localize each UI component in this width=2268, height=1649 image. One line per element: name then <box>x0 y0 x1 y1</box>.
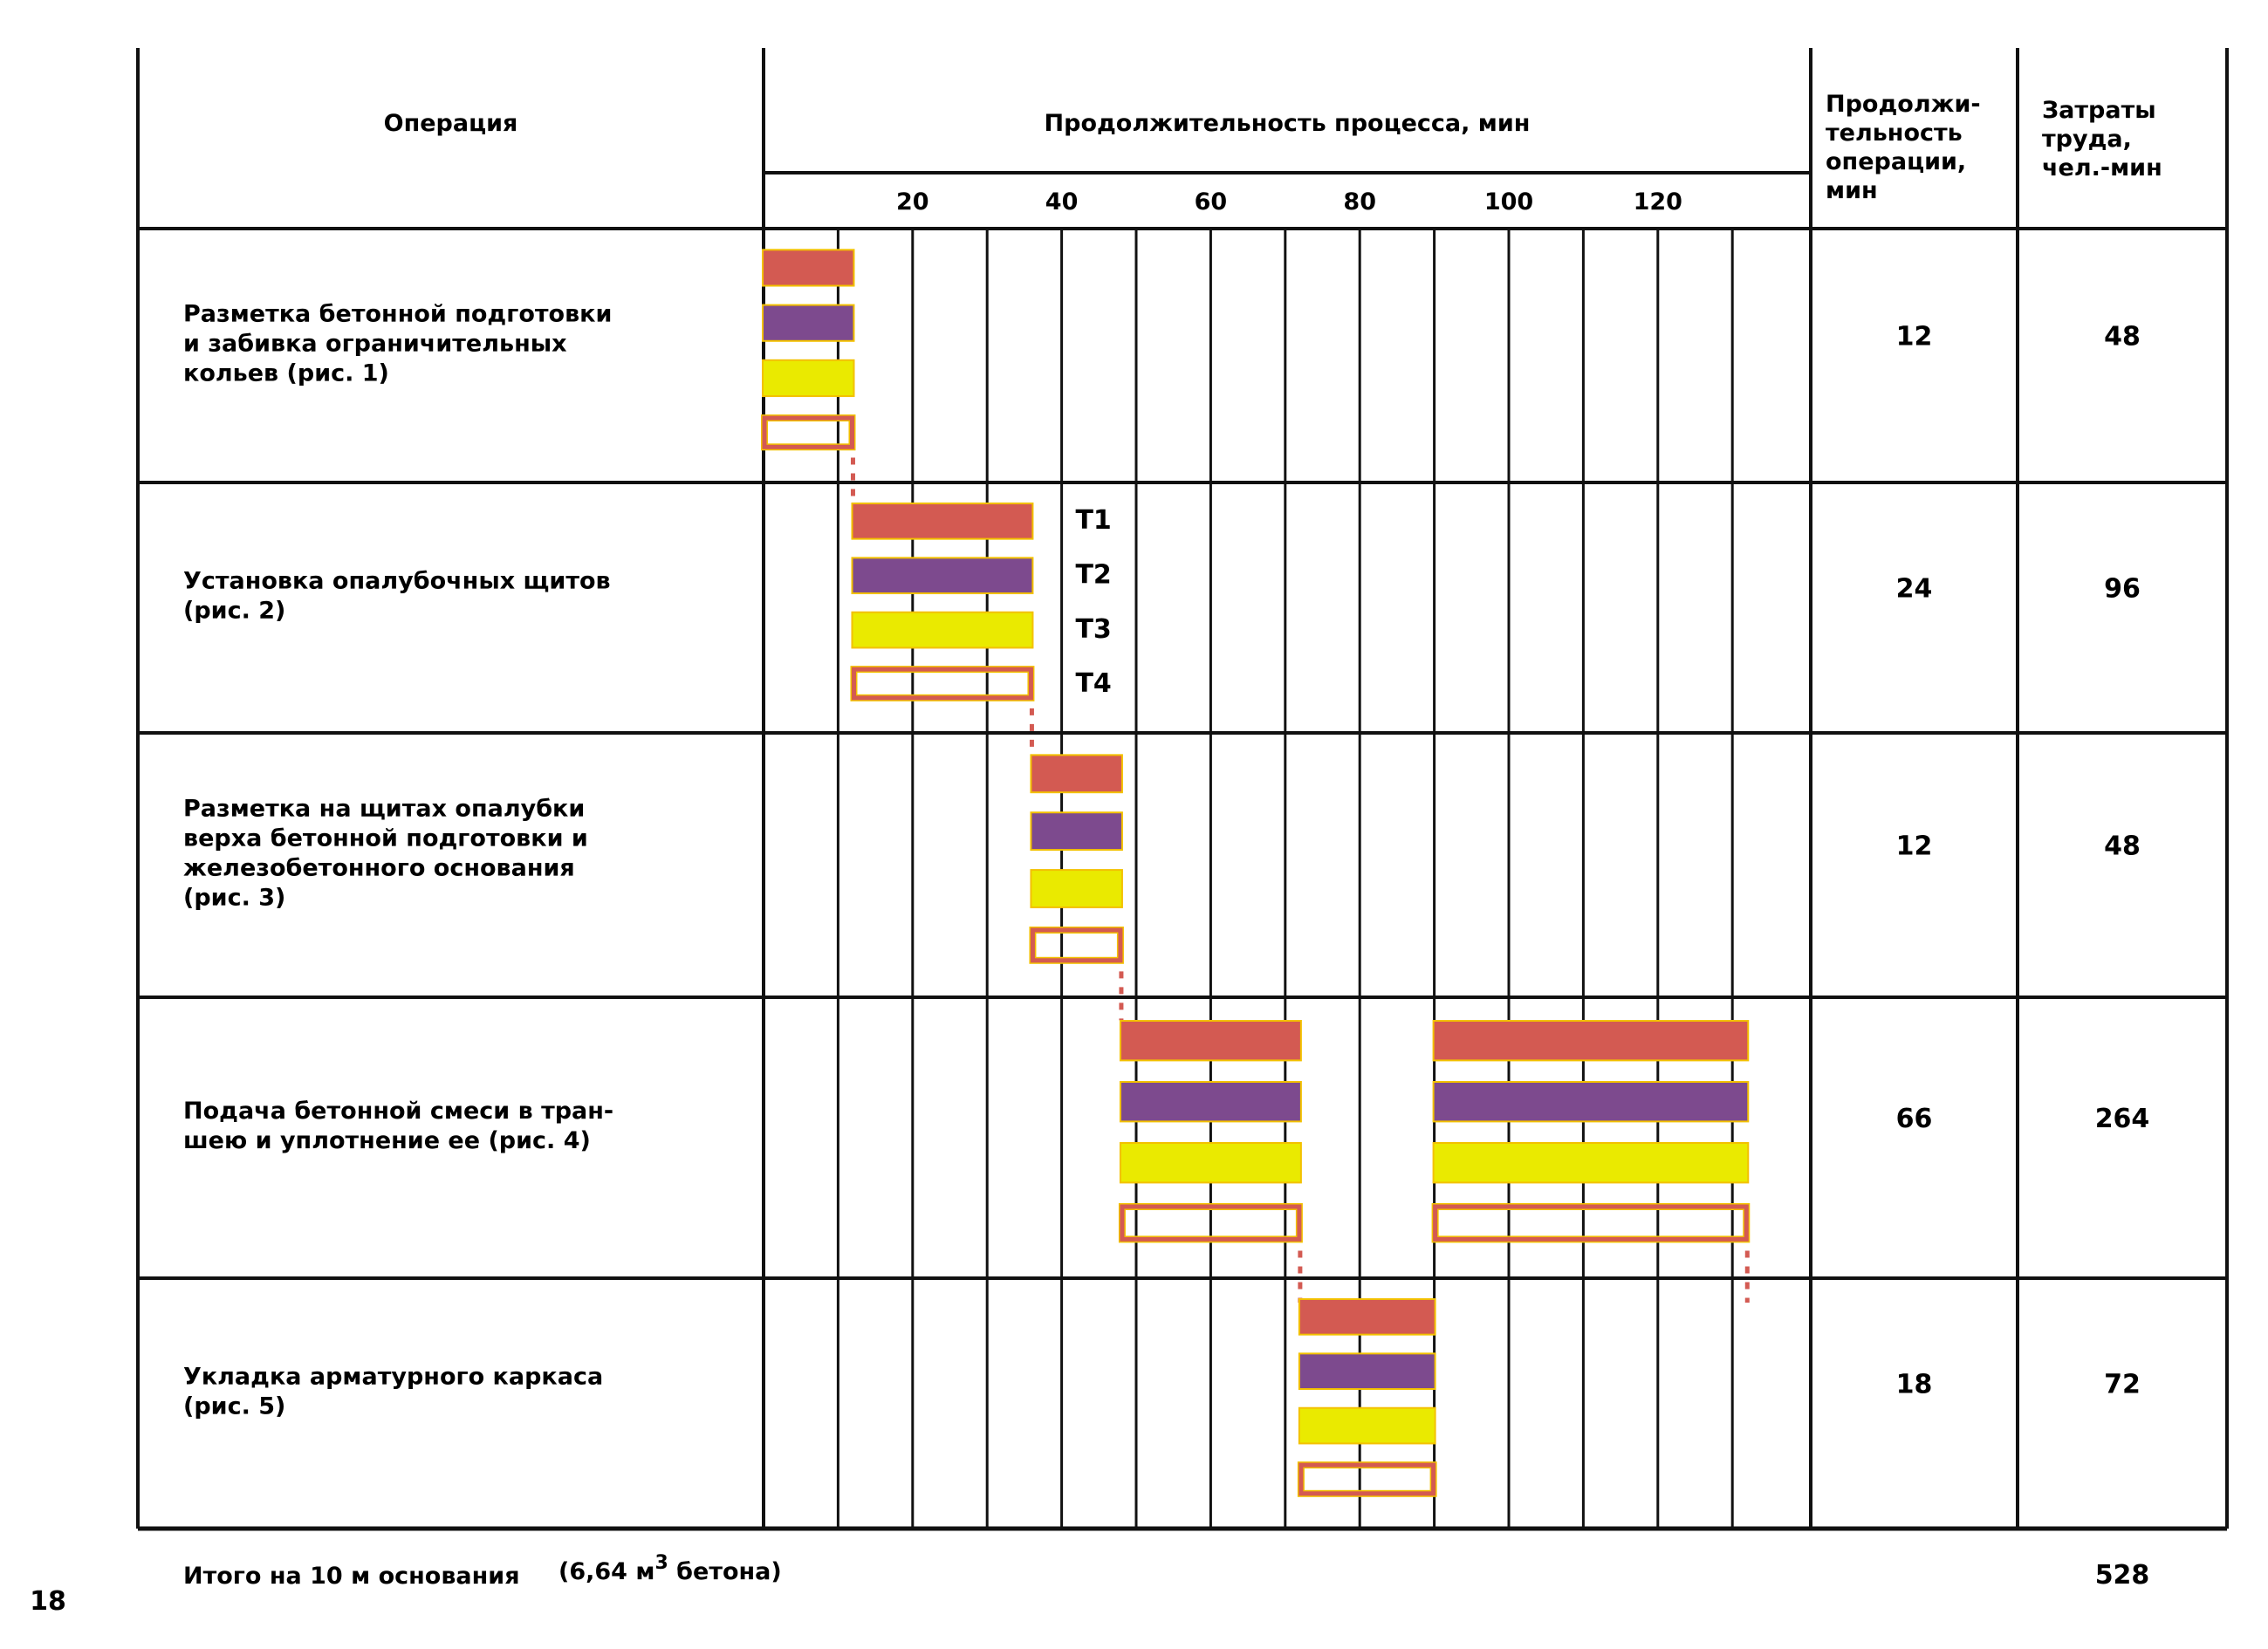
labor-value: 264 <box>2095 1104 2150 1134</box>
labor-value: 48 <box>2104 831 2141 862</box>
operation-name: шею и уплотнение ее (рис. 4) <box>183 1127 591 1154</box>
header-labor: труда, <box>2042 126 2132 153</box>
bar-t4 <box>1298 1462 1436 1496</box>
duration-value: 24 <box>1896 574 1933 605</box>
total-label: Итого на 10 м основания <box>183 1563 520 1590</box>
bar-t4-glow <box>1029 926 1124 964</box>
duration-value: 12 <box>1896 831 1933 862</box>
duration-value: 66 <box>1896 1104 1933 1134</box>
bar-t2 <box>1031 813 1121 850</box>
header-duration-op: тельность <box>1826 120 1963 147</box>
bar-t4-glow <box>1297 1461 1437 1497</box>
bar-t1 <box>1299 1299 1435 1334</box>
labor-value: 72 <box>2104 1370 2141 1400</box>
header-duration-op: операции, <box>1826 148 1966 175</box>
operation-name: Разметка на щитах опалубки <box>183 796 585 823</box>
labor-value: 48 <box>2104 322 2141 352</box>
x-tick-label: 120 <box>1634 188 1682 216</box>
operation-name: верха бетонной подготовки и <box>183 825 588 852</box>
table-frame <box>136 48 2229 1531</box>
bar-t2 <box>1299 1354 1435 1389</box>
bar-t3 <box>1299 1408 1435 1443</box>
operation-name: (рис. 2) <box>183 598 285 625</box>
operation-name: кольев (рис. 1) <box>183 360 389 387</box>
header-duration-op: Продолжи- <box>1826 91 1981 118</box>
crew-label-t1: T1 <box>1075 505 1111 536</box>
x-tick-label: 40 <box>1045 188 1079 216</box>
operation-name: Укладка арматурного каркаса <box>183 1364 603 1391</box>
duration-value: 18 <box>1896 1370 1933 1400</box>
bar-t3 <box>1434 1144 1748 1182</box>
bar-t1 <box>1434 1022 1748 1060</box>
bar-t4-glow <box>850 666 1035 701</box>
bar-t1 <box>853 503 1032 538</box>
page-number: 18 <box>30 1586 66 1617</box>
header-labor: Затраты <box>2042 97 2156 124</box>
table-text: Операция Продолжительность процесса, мин П… <box>30 91 2162 1617</box>
x-tick-label: 20 <box>896 188 929 216</box>
bar-t4 <box>762 415 854 449</box>
bar-t4 <box>1030 927 1123 963</box>
total-labor-value: 528 <box>2095 1560 2150 1591</box>
gantt-bars <box>761 249 1751 1497</box>
operation-name: Установка опалубочных щитов <box>183 568 611 595</box>
bar-t2 <box>1120 1083 1300 1121</box>
bar-t2 <box>764 305 853 340</box>
total-note: (6,64 м3 бетона) <box>558 1552 782 1585</box>
crew-label-t4: T4 <box>1075 668 1111 699</box>
bar-t2 <box>853 558 1032 593</box>
bar-t4-glow <box>1431 1203 1751 1243</box>
duration-value: 12 <box>1896 322 1933 352</box>
operation-name: и забивка ограничительных <box>183 331 567 358</box>
bar-t4 <box>1433 1204 1749 1242</box>
grid-lines <box>836 229 1734 1529</box>
header-duration-process: Продолжительность процесса, мин <box>1045 110 1531 137</box>
crew-label-t3: T3 <box>1075 614 1111 645</box>
operation-name: (рис. 5) <box>183 1393 285 1420</box>
operation-name: Подача бетонной смеси в тран- <box>183 1098 613 1125</box>
operation-name: железобетонного основания <box>183 855 575 882</box>
bar-t3 <box>853 612 1032 647</box>
bar-t3 <box>1120 1144 1300 1182</box>
bar-t1 <box>1120 1022 1300 1060</box>
bar-t3 <box>1031 871 1121 907</box>
bar-t4 <box>1120 1204 1302 1242</box>
labor-value: 96 <box>2104 574 2141 605</box>
bar-t1 <box>764 250 853 285</box>
bar-t1 <box>1031 756 1121 792</box>
crew-label-t2: T2 <box>1075 559 1111 590</box>
x-tick-label: 80 <box>1343 188 1376 216</box>
header-labor: чел.-мин <box>2042 154 2162 181</box>
x-tick-label: 60 <box>1195 188 1228 216</box>
bar-t3 <box>764 360 853 396</box>
header-duration-op: мин <box>1826 177 1878 204</box>
operation-name: Разметка бетонной подготовки <box>183 301 612 328</box>
bar-t2 <box>1434 1083 1748 1121</box>
header-operation: Операция <box>384 110 518 137</box>
operation-name: (рис. 3) <box>183 885 285 912</box>
x-tick-label: 100 <box>1484 188 1533 216</box>
bar-t4 <box>851 667 1033 701</box>
